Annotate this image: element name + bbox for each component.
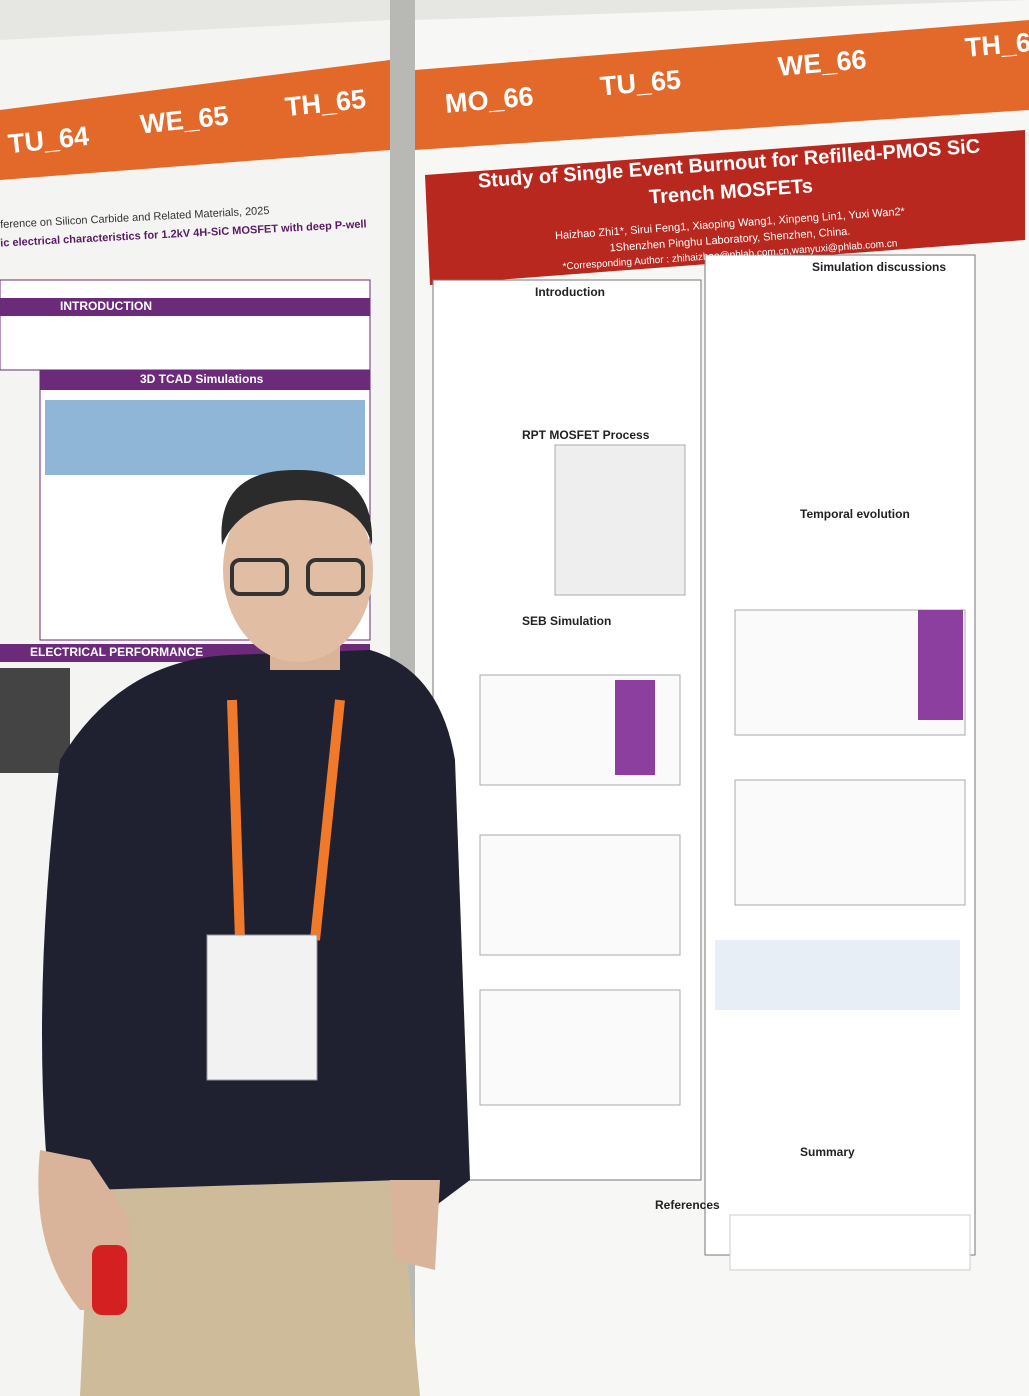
intro-box [0, 279, 371, 371]
section-title: 3D TCAD Simulations [140, 372, 264, 386]
section-title: INTRODUCTION [60, 299, 152, 313]
left-banner [0, 60, 390, 180]
temp-map [918, 610, 963, 720]
section-title: ELECTRICAL PERFORMANCE [30, 645, 204, 659]
left-section-bar [40, 370, 370, 390]
bsl-chart [734, 779, 966, 906]
phone [92, 1245, 127, 1315]
banner-label: TH_6 [963, 27, 1029, 63]
section-title: Introduction [535, 285, 605, 299]
face [223, 478, 373, 662]
process-figure [554, 444, 686, 596]
seb-chart [479, 989, 681, 1106]
hair [221, 469, 373, 545]
right-column [704, 254, 976, 1256]
left-section-bar [0, 298, 370, 316]
section-title: References [655, 1198, 720, 1212]
section-title: Simulation discussions [812, 260, 947, 274]
lanyard [227, 699, 345, 941]
tcad-figure [45, 400, 365, 475]
section-title: RPT MOSFET Process [522, 428, 650, 442]
section-title: SEB Simulation [522, 614, 612, 628]
title-box [425, 130, 1025, 285]
trousers [80, 1180, 420, 1396]
seb-chart [479, 834, 681, 956]
seb-map [615, 680, 655, 775]
glasses [230, 558, 289, 596]
structure-figure [715, 940, 960, 1010]
logo-strip [729, 1214, 971, 1271]
section-title: Temporal evolution [800, 507, 910, 521]
hand [390, 1180, 440, 1270]
glasses [306, 558, 365, 596]
sem-image [0, 668, 70, 773]
badge [206, 934, 318, 1081]
right-banner [415, 20, 1029, 150]
section-title: Summary [800, 1145, 855, 1159]
